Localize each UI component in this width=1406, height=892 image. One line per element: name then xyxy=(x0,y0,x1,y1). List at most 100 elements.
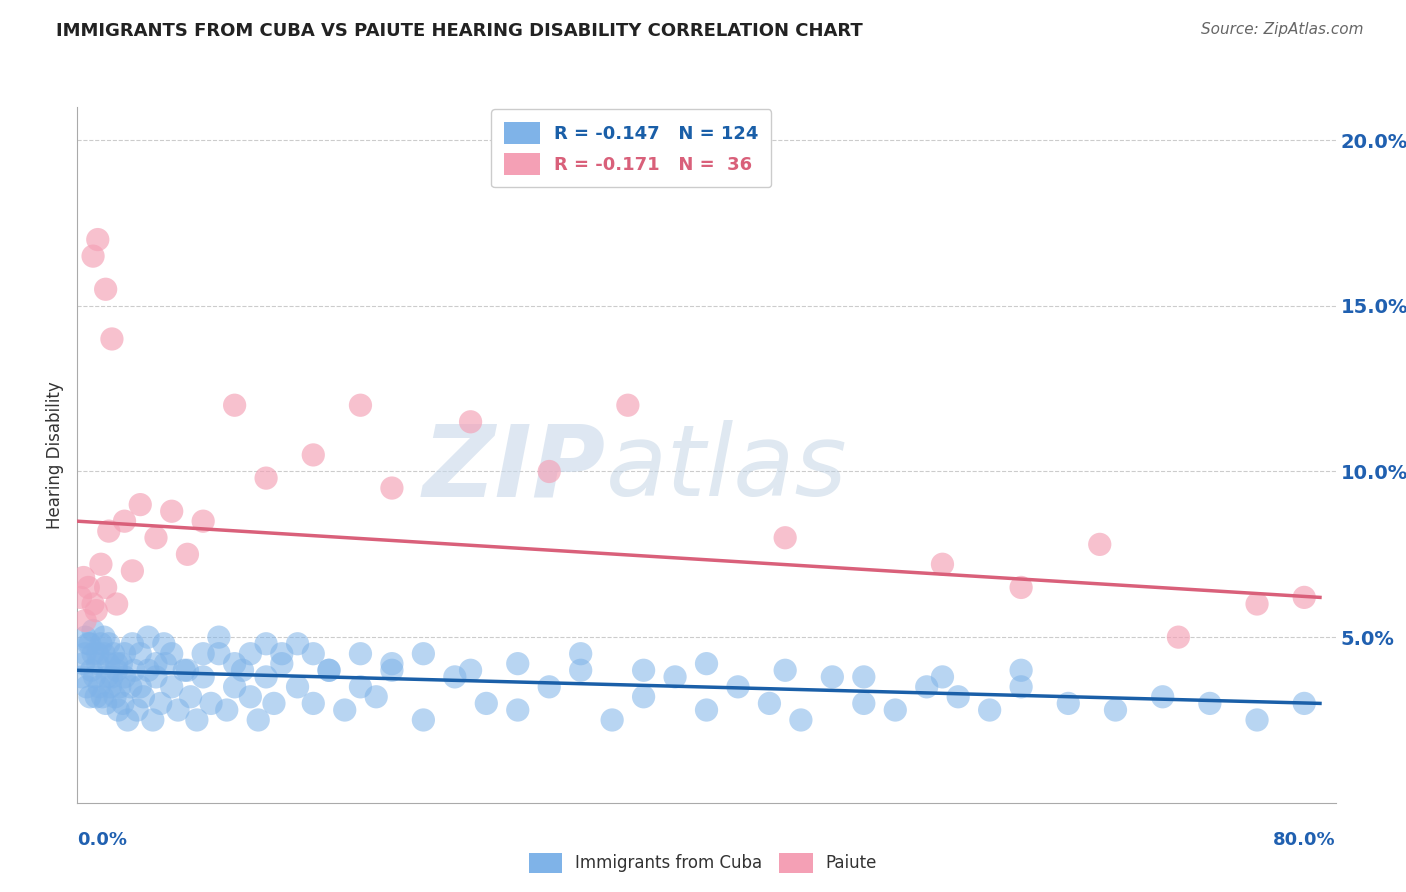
Point xyxy=(538,680,561,694)
Point xyxy=(114,670,136,684)
Point xyxy=(381,657,404,671)
Point xyxy=(696,703,718,717)
Point xyxy=(254,670,277,684)
Point xyxy=(349,647,371,661)
Point xyxy=(93,647,115,661)
Text: ZIP: ZIP xyxy=(423,420,606,517)
Point xyxy=(381,663,404,677)
Point xyxy=(87,657,110,671)
Point xyxy=(72,570,94,584)
Point xyxy=(76,680,98,694)
Point xyxy=(75,647,97,661)
Point xyxy=(821,670,844,684)
Point xyxy=(145,657,167,671)
Point xyxy=(101,332,124,346)
Point xyxy=(600,713,623,727)
Point xyxy=(412,713,434,727)
Point xyxy=(94,282,117,296)
Point xyxy=(569,647,592,661)
Point xyxy=(160,504,183,518)
Point xyxy=(506,657,529,671)
Point xyxy=(1010,663,1032,677)
Point xyxy=(186,713,208,727)
Text: IMMIGRANTS FROM CUBA VS PAIUTE HEARING DISABILITY CORRELATION CHART: IMMIGRANTS FROM CUBA VS PAIUTE HEARING D… xyxy=(56,22,863,40)
Point xyxy=(97,657,120,671)
Point xyxy=(349,680,371,694)
Point xyxy=(87,647,110,661)
Point xyxy=(569,663,592,677)
Text: 0.0%: 0.0% xyxy=(77,830,128,848)
Point xyxy=(1057,697,1080,711)
Point xyxy=(79,690,101,704)
Point xyxy=(215,703,238,717)
Point xyxy=(142,713,165,727)
Point xyxy=(1104,703,1126,717)
Point xyxy=(176,663,198,677)
Point xyxy=(77,637,100,651)
Point xyxy=(208,647,231,661)
Point xyxy=(318,663,340,677)
Point xyxy=(475,697,498,711)
Point xyxy=(82,597,104,611)
Point xyxy=(773,663,796,677)
Point xyxy=(247,713,270,727)
Point xyxy=(852,670,875,684)
Point xyxy=(122,663,145,677)
Point xyxy=(412,647,434,661)
Point xyxy=(105,657,128,671)
Point xyxy=(69,591,91,605)
Point xyxy=(1167,630,1189,644)
Point xyxy=(287,637,309,651)
Point xyxy=(460,663,482,677)
Point xyxy=(191,647,215,661)
Point xyxy=(460,415,482,429)
Point xyxy=(773,531,796,545)
Point xyxy=(104,690,127,704)
Point xyxy=(287,680,309,694)
Point xyxy=(84,690,107,704)
Point xyxy=(83,670,105,684)
Point xyxy=(884,703,907,717)
Point xyxy=(94,697,117,711)
Point xyxy=(1294,591,1316,605)
Point xyxy=(617,398,640,412)
Point xyxy=(155,657,177,671)
Point xyxy=(931,670,953,684)
Point xyxy=(224,657,246,671)
Point xyxy=(1088,537,1111,551)
Point xyxy=(114,647,136,661)
Point xyxy=(349,398,371,412)
Point xyxy=(948,690,970,704)
Point xyxy=(696,657,718,671)
Point xyxy=(121,564,143,578)
Point xyxy=(96,670,118,684)
Point xyxy=(915,680,938,694)
Point xyxy=(173,663,195,677)
Point xyxy=(224,398,246,412)
Point xyxy=(239,690,262,704)
Point xyxy=(101,670,124,684)
Point xyxy=(132,690,155,704)
Y-axis label: Hearing Disability: Hearing Disability xyxy=(46,381,65,529)
Point xyxy=(129,498,152,512)
Point xyxy=(1246,713,1268,727)
Point xyxy=(89,680,111,694)
Point xyxy=(790,713,813,727)
Point xyxy=(270,647,292,661)
Point xyxy=(931,558,953,572)
Point xyxy=(97,524,120,538)
Point xyxy=(208,630,231,644)
Point xyxy=(239,647,262,661)
Point xyxy=(136,630,159,644)
Point xyxy=(90,558,112,572)
Point xyxy=(538,465,561,479)
Point xyxy=(180,690,202,704)
Point xyxy=(93,630,115,644)
Point xyxy=(145,670,167,684)
Point xyxy=(1152,690,1174,704)
Point xyxy=(75,630,97,644)
Point xyxy=(254,471,277,485)
Point xyxy=(200,697,222,711)
Point xyxy=(79,637,101,651)
Point xyxy=(90,637,112,651)
